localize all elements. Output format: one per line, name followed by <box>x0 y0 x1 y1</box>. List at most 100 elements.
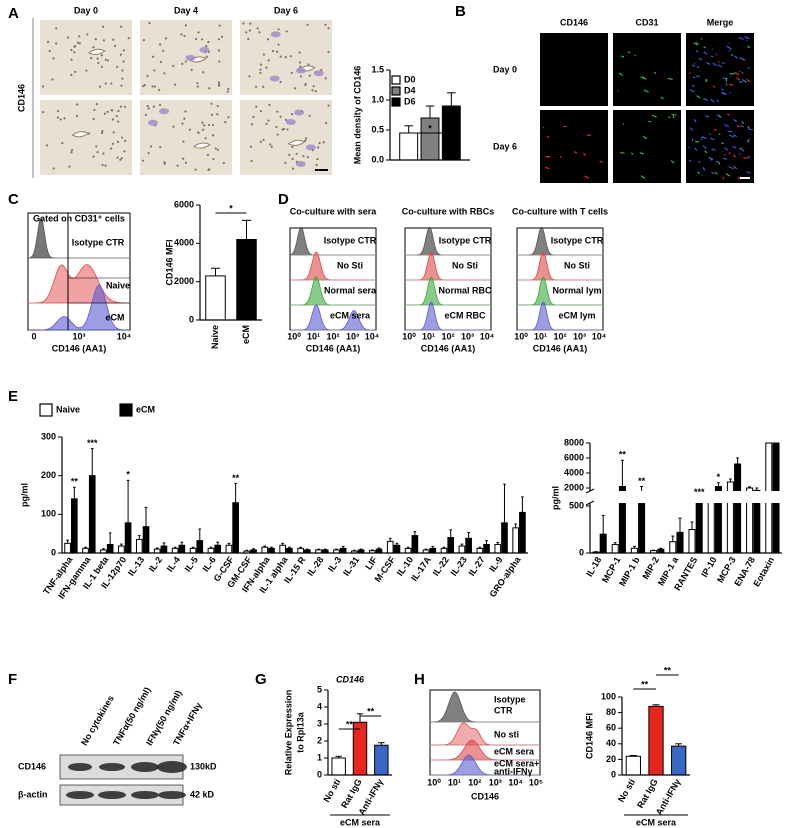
curve-label: Normal lym <box>552 285 601 295</box>
cell <box>61 141 64 145</box>
signal <box>728 165 734 170</box>
cell <box>142 39 146 42</box>
significance-label: ** <box>367 706 375 716</box>
cell <box>265 122 268 126</box>
signal <box>739 124 745 128</box>
signal <box>716 99 720 103</box>
cell <box>216 148 219 151</box>
cell <box>308 114 311 117</box>
cell <box>284 161 287 164</box>
cell <box>122 60 125 63</box>
signal <box>739 57 745 61</box>
bar <box>160 545 168 554</box>
legend-swatch <box>119 403 133 417</box>
bar <box>399 132 419 161</box>
signal <box>705 78 708 83</box>
signal <box>643 89 649 93</box>
cell <box>317 146 320 149</box>
cell <box>216 113 219 116</box>
cell <box>183 34 186 38</box>
signal <box>617 90 619 92</box>
bar <box>297 547 304 554</box>
x-tick-label: IL-27 <box>467 555 487 578</box>
signal <box>584 175 590 179</box>
bar <box>232 502 239 554</box>
panel-label: B <box>455 3 466 20</box>
cell <box>152 105 155 108</box>
cell <box>286 128 289 131</box>
legend-label: D4 <box>404 85 416 95</box>
curve-label: No Sti <box>564 260 590 270</box>
cell <box>119 158 122 161</box>
cell <box>259 71 262 74</box>
curve-label: eCM RBC <box>444 310 486 320</box>
cell <box>279 55 282 58</box>
flow-xlabel: CD146 (AA1) <box>52 343 107 353</box>
cell <box>306 156 309 159</box>
signal <box>651 114 657 118</box>
cell <box>92 46 95 49</box>
bar <box>268 547 275 554</box>
bar <box>88 475 96 554</box>
flow-tick-label: 10⁴ <box>592 331 606 341</box>
signal <box>726 113 731 116</box>
flow-title: Co-culture with T cells <box>512 206 608 216</box>
cell <box>307 63 310 66</box>
cell <box>184 161 187 164</box>
y-tick-label: 200 <box>41 470 56 480</box>
bar <box>519 511 526 554</box>
stain <box>313 70 324 77</box>
cell <box>92 155 95 158</box>
x-tick-label: IL-17A <box>409 554 433 583</box>
signal <box>698 160 701 164</box>
cell <box>120 25 123 28</box>
bar <box>676 531 684 554</box>
cell <box>248 75 251 78</box>
y-tick-label: 60 <box>606 723 616 733</box>
signal <box>746 78 751 83</box>
cell <box>94 37 97 41</box>
bar <box>707 498 715 554</box>
signal <box>717 64 723 68</box>
signal <box>739 153 741 155</box>
bar <box>671 745 687 776</box>
curve-label: No Sti <box>337 260 363 270</box>
cell <box>121 69 124 72</box>
signal <box>689 127 693 132</box>
signal <box>693 118 697 123</box>
stain <box>296 67 307 74</box>
signal <box>582 152 586 156</box>
cell <box>262 85 265 88</box>
cell <box>75 114 79 118</box>
column-header: Merge <box>707 17 734 27</box>
signal <box>642 136 648 140</box>
cell <box>111 118 115 121</box>
signal <box>545 155 551 158</box>
group-label: eCM sera <box>340 817 381 827</box>
panel-label: A <box>8 5 19 22</box>
bar <box>279 544 287 554</box>
x-tick-label: IL-18 <box>584 555 603 578</box>
cell <box>299 65 302 68</box>
flow-tick-label: 10³ <box>72 331 85 341</box>
y-tick-label: 0 <box>51 547 56 557</box>
legend-label: D0 <box>404 74 416 84</box>
y-tick-label: 1.0 <box>371 94 384 104</box>
cell <box>164 37 167 40</box>
y-tick-label: 4000 <box>174 238 194 248</box>
signal <box>671 113 677 116</box>
cell <box>100 65 103 68</box>
cell <box>78 42 81 45</box>
signal <box>736 125 740 128</box>
signal <box>672 115 675 119</box>
bar <box>386 540 394 554</box>
cell <box>123 150 126 153</box>
flow-tick-label: 10⁴ <box>117 331 131 341</box>
signal <box>734 55 739 59</box>
cell <box>184 60 187 63</box>
signal <box>733 118 738 123</box>
cell <box>327 104 330 107</box>
signal <box>702 167 706 171</box>
cell <box>112 38 115 41</box>
